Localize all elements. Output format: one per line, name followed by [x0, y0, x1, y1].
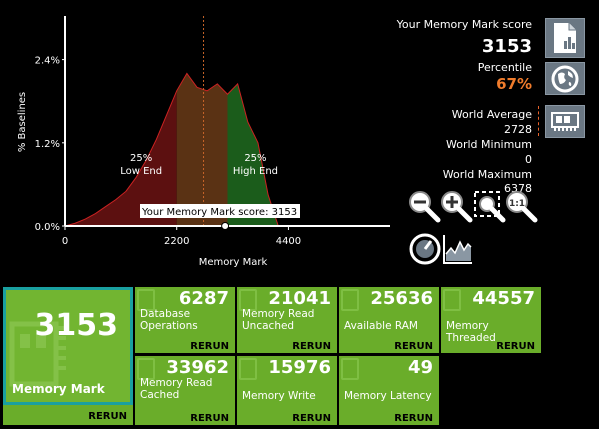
score-distribution-chart: 0.0% 1.2% 2.4% 0 2200 4400 Memory Mark % Baseli…	[17, 16, 390, 268]
tile-value: 25636	[370, 288, 433, 309]
distribution-outline	[64, 72, 279, 227]
score-tooltip-box	[140, 204, 300, 218]
tile-available-ram[interactable]: 25636 Available RAM RERUN	[339, 287, 439, 353]
gauge-icon[interactable]	[408, 232, 442, 266]
tile-value: 49	[407, 357, 433, 378]
tile-chip-icon	[239, 289, 257, 311]
world-average-label: World Average	[451, 108, 532, 121]
region-0	[65, 90, 177, 226]
y-tick-label: 2.4%	[35, 56, 60, 67]
y-tick-label: 1.2%	[35, 139, 60, 150]
zoom-fit-icon[interactable]	[472, 189, 506, 223]
tile-label: Memory Read Cached	[140, 377, 213, 401]
world-maximum-value: 6378	[504, 182, 532, 195]
tile-database-operations[interactable]: 6287 Database Operations RERUN	[135, 287, 235, 353]
report-button[interactable]	[545, 18, 585, 58]
memory-card-icon	[551, 111, 579, 131]
x-tick-label: 2200	[164, 236, 189, 247]
tile-chip-icon	[137, 358, 155, 380]
memory-mark-label: Memory Mark	[12, 382, 105, 396]
tile-chip-icon	[341, 358, 359, 380]
x-tick-label: 0	[62, 236, 68, 247]
memory-mark-tile[interactable]: 3153 Memory Mark RERUN	[3, 287, 133, 425]
globe-icon	[551, 65, 579, 92]
score-marker	[221, 222, 230, 230]
score-label: Your Memory Mark score	[396, 18, 532, 31]
percentile-value: 67%	[496, 75, 532, 93]
tile-rerun-button[interactable]: RERUN	[190, 413, 229, 424]
x-axis-title: Memory Mark	[199, 257, 268, 268]
region-percent-label: 25%	[130, 153, 152, 164]
tile-label: Available RAM	[344, 320, 418, 332]
tile-memory-threaded[interactable]: 44557 Memory Threaded RERUN	[441, 287, 541, 353]
score-value: 3153	[481, 36, 532, 57]
tile-memory-read-cached[interactable]: 33962 Memory Read Cached RERUN	[135, 356, 235, 425]
document-report-icon	[554, 23, 576, 53]
y-axis-title: % Baselines	[17, 92, 28, 152]
region-percent-label: 25%	[244, 153, 266, 164]
stat-divider	[538, 106, 539, 136]
region-name-label: Low End	[120, 166, 162, 177]
tile-chip-icon	[239, 358, 257, 380]
svg-text:1:1: 1:1	[509, 199, 525, 209]
tile-value: 44557	[472, 288, 535, 309]
memory-chip-icon	[9, 321, 66, 387]
tile-rerun-button[interactable]: RERUN	[292, 413, 331, 424]
world-maximum-label: World Maximum	[442, 168, 532, 181]
region-1	[176, 73, 228, 226]
world-button[interactable]	[545, 62, 585, 95]
tile-label: Memory Latency	[344, 390, 432, 402]
memory-mark-value: 3153	[34, 308, 119, 343]
tile-memory-write[interactable]: 15976 Memory Write RERUN	[237, 356, 337, 425]
tile-value: 21041	[268, 288, 331, 309]
zoom-reset-icon[interactable]: 1:1	[504, 189, 538, 223]
tile-memory-read-uncached[interactable]: 21041 Memory Read Uncached RERUN	[237, 287, 337, 353]
tile-chip-icon	[137, 289, 155, 311]
memory-mark-tile-body: 3153 Memory Mark	[3, 287, 133, 405]
tile-value: 15976	[268, 357, 331, 378]
region-name-label: High End	[233, 166, 278, 177]
tile-value: 33962	[166, 357, 229, 378]
region-2	[227, 83, 279, 226]
hardware-button[interactable]	[545, 105, 585, 138]
world-average-value: 2728	[504, 123, 532, 136]
zoom-in-icon[interactable]	[439, 189, 473, 223]
percentile-label: Percentile	[477, 61, 532, 74]
memory-mark-rerun-button[interactable]: RERUN	[88, 411, 127, 422]
world-minimum-label: World Minimum	[446, 138, 532, 151]
world-minimum-value: 0	[525, 153, 532, 166]
tile-rerun-button[interactable]: RERUN	[394, 341, 433, 352]
tile-rerun-button[interactable]: RERUN	[394, 413, 433, 424]
zoom-out-icon[interactable]	[407, 189, 441, 223]
tile-label: Memory Read Uncached	[242, 308, 315, 332]
tile-chip-icon	[341, 289, 359, 311]
x-tick-label: 4400	[276, 236, 301, 247]
y-tick-label: 0.0%	[35, 222, 60, 233]
tile-rerun-button[interactable]: RERUN	[190, 341, 229, 352]
chart-icon[interactable]	[441, 232, 475, 266]
tile-memory-latency[interactable]: 49 Memory Latency RERUN	[339, 356, 439, 425]
tile-rerun-button[interactable]: RERUN	[292, 341, 331, 352]
tile-label: Memory Threaded	[446, 320, 496, 344]
tile-chip-icon	[443, 289, 461, 311]
tile-label: Memory Write	[242, 390, 316, 402]
score-tooltip-text: Your Memory Mark score: 3153	[141, 207, 297, 218]
tile-label: Database Operations	[140, 308, 198, 332]
tile-rerun-button[interactable]: RERUN	[496, 341, 535, 352]
tile-value: 6287	[178, 288, 229, 309]
